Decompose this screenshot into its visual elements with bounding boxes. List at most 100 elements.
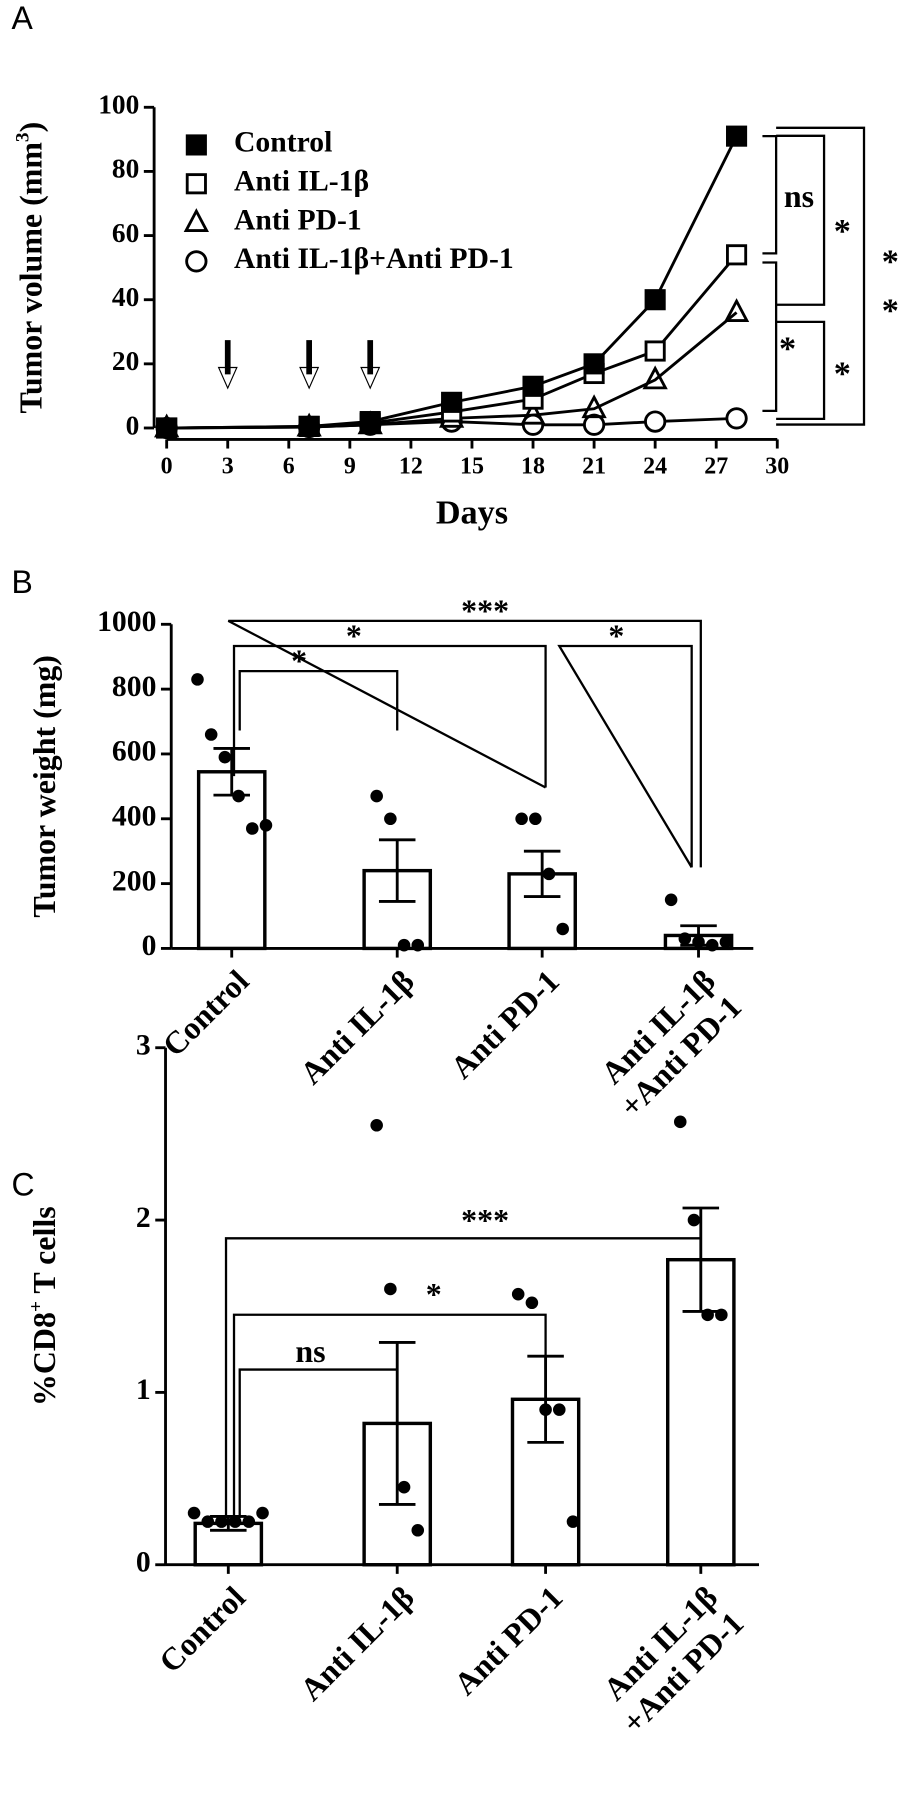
data-point <box>242 1515 256 1528</box>
x-axis-label: Days <box>436 494 508 532</box>
x-tick-label: Anti IL-1β <box>293 1580 421 1708</box>
data-point <box>218 750 232 764</box>
y-tick-label: 800 <box>112 671 156 703</box>
bar <box>193 1521 264 1567</box>
y-axis-label-part: 3 <box>12 132 33 142</box>
data-point <box>642 365 668 390</box>
legend-label: Control <box>234 127 332 159</box>
data-point <box>397 1480 411 1494</box>
y-tick-label: 80 <box>112 154 139 184</box>
x-tick-label: 15 <box>460 453 484 479</box>
legend-marker <box>183 208 209 232</box>
data-point <box>245 822 259 835</box>
significance-label: * <box>834 354 851 392</box>
x-tick-label: Anti IL-1β <box>293 963 421 1091</box>
data-point <box>256 1506 269 1520</box>
data-point <box>566 1515 580 1528</box>
x-tick-label: 21 <box>582 453 606 479</box>
data-point <box>664 893 678 907</box>
data-point <box>673 1115 687 1129</box>
bar <box>196 770 267 951</box>
data-point <box>582 413 606 436</box>
y-axis-label-part: + <box>26 1301 47 1312</box>
x-tick-label: 3 <box>222 453 234 479</box>
significance-bracket <box>776 320 826 421</box>
data-point <box>384 1282 397 1296</box>
data-point <box>359 411 381 433</box>
y-tick-label: 40 <box>112 282 139 312</box>
y-tick-label: 0 <box>136 1547 151 1579</box>
x-tick-label: 30 <box>765 453 789 479</box>
legend-marker <box>185 250 208 273</box>
y-tick-label: 0 <box>126 410 140 440</box>
data-point <box>441 391 463 413</box>
significance-label: *** <box>461 593 509 628</box>
significance-bracket <box>232 1313 547 1518</box>
panel-label: C <box>11 1166 34 1202</box>
data-point <box>719 935 733 949</box>
legend-marker <box>185 173 207 195</box>
data-point <box>411 1523 425 1537</box>
x-tick-label: 6 <box>283 453 295 479</box>
x-tick-label: 9 <box>344 453 356 479</box>
significance-label: * <box>882 292 899 330</box>
x-tick-label: Anti IL-1β+Anti PD-1 <box>590 1580 751 1741</box>
significance-bracket <box>776 134 826 306</box>
data-point <box>511 1287 525 1301</box>
y-axis-label: Tumor weight (mg) <box>27 655 62 918</box>
data-point <box>232 789 245 803</box>
data-point <box>156 417 178 439</box>
significance-label: ns <box>784 179 814 214</box>
x-tick-label: Control <box>156 963 256 1063</box>
data-point <box>701 1308 714 1322</box>
y-axis-label-part: %CD8 <box>27 1312 62 1406</box>
significance-bracket <box>227 619 702 868</box>
x-tick-label: 0 <box>161 453 173 479</box>
data-point <box>191 673 204 686</box>
data-point <box>259 818 273 832</box>
significance-label: * <box>426 1277 442 1312</box>
data-point <box>644 289 666 311</box>
data-point <box>725 407 748 430</box>
data-point <box>678 932 692 945</box>
data-point <box>556 922 569 936</box>
arrow-head <box>299 366 320 390</box>
data-point <box>692 935 705 949</box>
data-point <box>726 244 748 266</box>
x-tick-label: Anti PD-1 <box>444 963 566 1085</box>
x-tick-label: Anti IL-1β+Anti PD-1 <box>588 963 749 1124</box>
data-point <box>583 353 605 375</box>
y-axis-label-part: Tumor volume (mm <box>14 142 49 414</box>
y-axis-label: Tumor volume (mm3) <box>12 122 48 414</box>
data-point <box>553 1403 566 1416</box>
panel-label: A <box>11 0 33 36</box>
data-point <box>397 938 411 952</box>
y-tick-label: 60 <box>112 218 139 248</box>
significance-bracket <box>224 1237 702 1518</box>
significance-bracket <box>232 644 547 788</box>
x-tick-label: 24 <box>643 453 667 479</box>
y-tick-label: 200 <box>112 865 156 897</box>
x-tick-label: Anti PD-1 <box>447 1580 569 1702</box>
y-tick-label: 100 <box>98 90 139 120</box>
data-point <box>542 867 556 881</box>
arrow-head <box>217 366 238 390</box>
data-point <box>384 812 397 826</box>
y-tick-label: 600 <box>112 736 156 768</box>
data-point <box>201 1515 215 1528</box>
data-point <box>644 410 667 433</box>
data-point <box>521 413 545 436</box>
significance-label: * <box>608 618 624 653</box>
significance-bracket <box>238 1368 399 1518</box>
data-point <box>228 1515 242 1528</box>
data-point <box>581 394 607 419</box>
significance-bracket <box>762 261 778 413</box>
legend-marker <box>185 134 207 156</box>
data-point <box>215 1515 228 1528</box>
y-tick-label: 3 <box>136 1030 151 1062</box>
data-point <box>723 298 750 322</box>
data-point <box>687 1213 701 1227</box>
data-point <box>726 125 748 147</box>
y-tick-label: 20 <box>112 346 139 376</box>
data-point <box>525 1296 539 1310</box>
